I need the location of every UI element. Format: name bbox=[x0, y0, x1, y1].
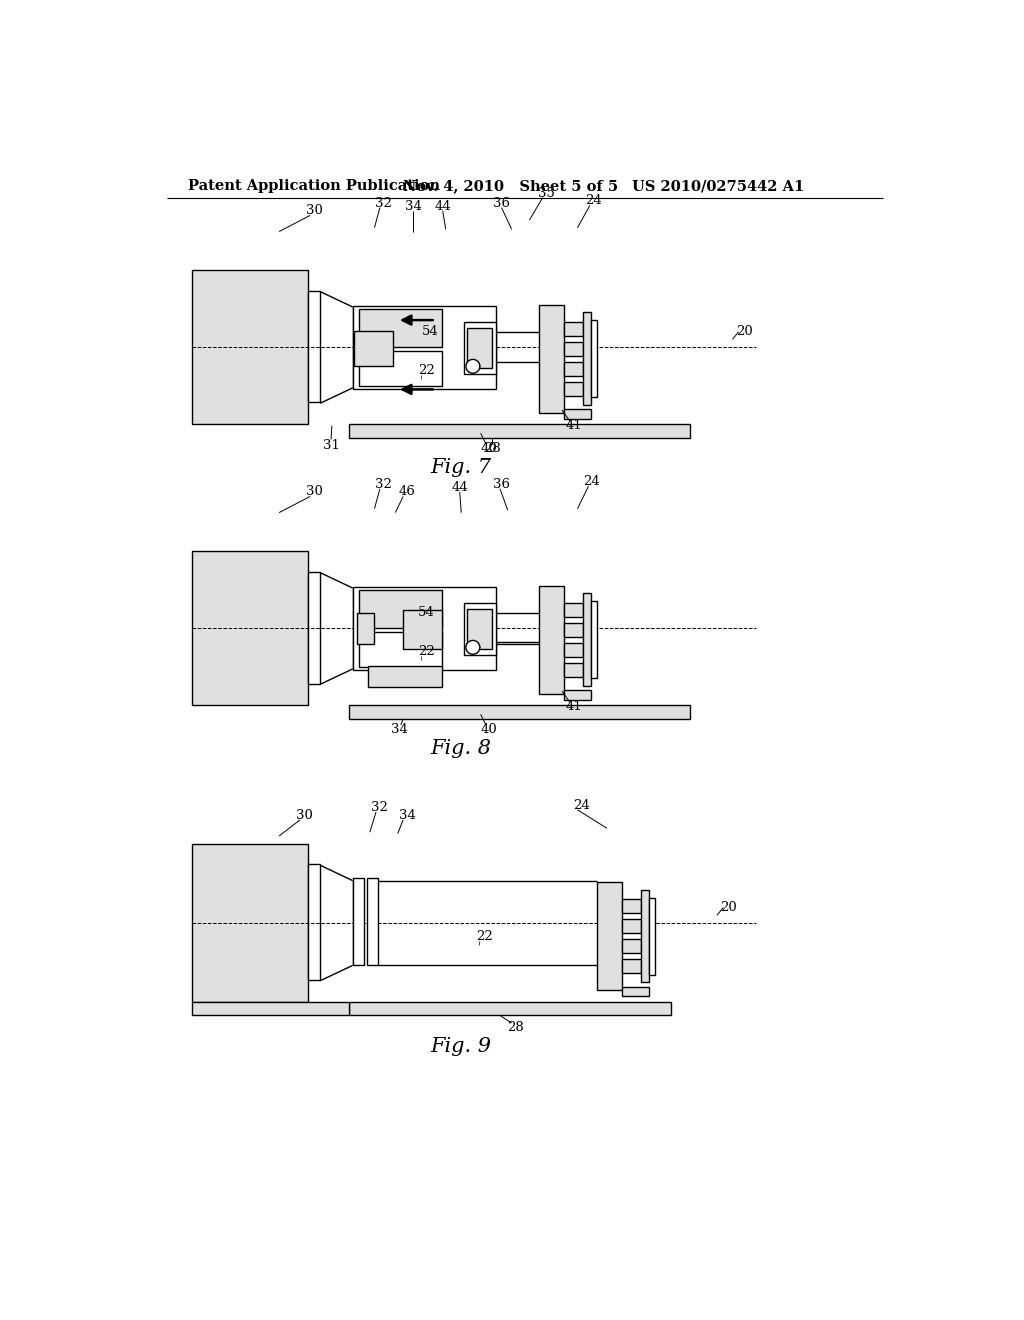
Text: Fig. 7: Fig. 7 bbox=[431, 458, 492, 477]
Bar bbox=[191, 843, 308, 1002]
Bar bbox=[308, 290, 321, 403]
Bar bbox=[563, 322, 583, 335]
Bar bbox=[354, 331, 393, 367]
Text: 31: 31 bbox=[323, 440, 340, 453]
Bar bbox=[464, 322, 496, 374]
Text: 24: 24 bbox=[573, 799, 590, 812]
Bar bbox=[563, 623, 583, 636]
Bar bbox=[641, 890, 649, 982]
Text: 30: 30 bbox=[305, 205, 323, 218]
Text: 32: 32 bbox=[376, 478, 392, 491]
Text: 54: 54 bbox=[422, 325, 438, 338]
Bar bbox=[583, 594, 591, 686]
Bar bbox=[591, 601, 597, 678]
Bar bbox=[563, 690, 591, 700]
Text: 34: 34 bbox=[398, 809, 416, 822]
Bar bbox=[583, 313, 591, 405]
Bar bbox=[359, 632, 442, 667]
Bar bbox=[367, 878, 378, 965]
Circle shape bbox=[466, 359, 480, 374]
Bar bbox=[597, 882, 622, 990]
Text: 44: 44 bbox=[434, 199, 451, 213]
Bar bbox=[622, 919, 641, 933]
Text: 36: 36 bbox=[493, 478, 510, 491]
Bar bbox=[622, 987, 649, 997]
Text: 22: 22 bbox=[476, 931, 493, 944]
Circle shape bbox=[466, 640, 480, 655]
Bar bbox=[191, 1002, 349, 1015]
Bar bbox=[622, 899, 641, 913]
Bar bbox=[563, 603, 583, 616]
Bar bbox=[464, 603, 496, 655]
Bar bbox=[467, 327, 493, 368]
Text: 22: 22 bbox=[418, 644, 435, 657]
Text: 24: 24 bbox=[585, 194, 601, 207]
Text: 44: 44 bbox=[452, 480, 468, 494]
Text: 36: 36 bbox=[493, 197, 510, 210]
Text: 30: 30 bbox=[305, 486, 323, 499]
Text: 34: 34 bbox=[404, 199, 422, 213]
Bar bbox=[369, 665, 442, 688]
Text: Patent Application Publication: Patent Application Publication bbox=[188, 180, 440, 193]
Bar bbox=[563, 362, 583, 376]
Text: Nov. 4, 2010   Sheet 5 of 5: Nov. 4, 2010 Sheet 5 of 5 bbox=[403, 180, 618, 193]
Bar bbox=[563, 409, 591, 418]
Text: 41: 41 bbox=[565, 418, 582, 432]
Bar bbox=[622, 940, 641, 953]
Bar bbox=[622, 960, 641, 973]
Bar bbox=[308, 572, 321, 684]
Text: 54: 54 bbox=[418, 606, 435, 619]
Text: 46: 46 bbox=[398, 486, 416, 499]
Bar bbox=[563, 643, 583, 656]
Bar bbox=[352, 306, 496, 389]
Text: 24: 24 bbox=[583, 475, 600, 488]
Text: 28: 28 bbox=[484, 442, 501, 455]
Bar bbox=[403, 610, 442, 649]
Text: 28: 28 bbox=[507, 1022, 524, 1035]
Bar bbox=[591, 321, 597, 397]
Bar bbox=[359, 309, 442, 347]
Bar bbox=[349, 705, 690, 719]
Text: 32: 32 bbox=[372, 801, 388, 814]
Bar bbox=[539, 305, 563, 412]
Text: 30: 30 bbox=[296, 809, 313, 822]
Bar bbox=[563, 663, 583, 677]
Bar bbox=[649, 898, 655, 974]
Text: Fig. 9: Fig. 9 bbox=[431, 1036, 492, 1056]
Text: 22: 22 bbox=[418, 363, 435, 376]
Bar bbox=[467, 609, 493, 649]
Text: 20: 20 bbox=[736, 325, 753, 338]
Bar bbox=[563, 381, 583, 396]
Text: 20: 20 bbox=[720, 902, 737, 915]
Text: 40: 40 bbox=[481, 442, 498, 455]
Bar bbox=[349, 1002, 671, 1015]
Text: US 2010/0275442 A1: US 2010/0275442 A1 bbox=[632, 180, 804, 193]
Bar bbox=[359, 351, 442, 385]
Bar bbox=[356, 612, 374, 644]
Text: 35: 35 bbox=[538, 186, 555, 199]
Text: 41: 41 bbox=[565, 700, 582, 713]
Bar bbox=[191, 552, 308, 705]
Text: 40: 40 bbox=[481, 723, 498, 737]
Bar bbox=[359, 590, 442, 628]
Bar bbox=[191, 271, 308, 424]
Bar bbox=[308, 865, 321, 979]
Bar bbox=[352, 878, 365, 965]
Bar bbox=[349, 424, 690, 438]
Bar bbox=[539, 586, 563, 693]
Text: 32: 32 bbox=[376, 197, 392, 210]
Text: 34: 34 bbox=[391, 723, 408, 737]
Bar bbox=[563, 342, 583, 355]
Text: Fig. 8: Fig. 8 bbox=[431, 739, 492, 758]
Bar bbox=[352, 587, 496, 671]
